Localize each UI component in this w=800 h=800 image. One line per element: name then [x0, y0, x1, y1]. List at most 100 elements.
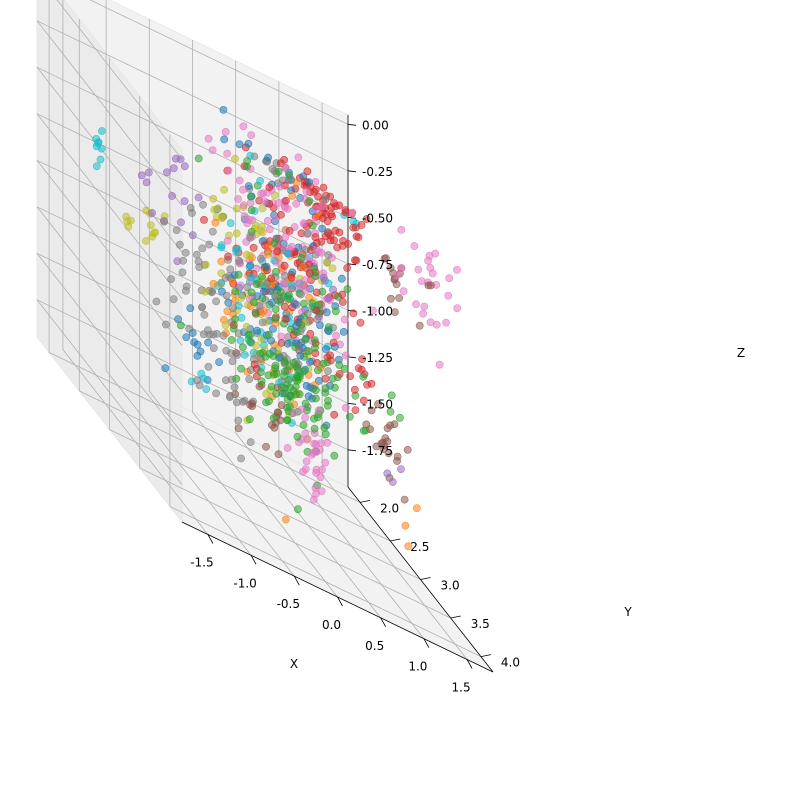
- data-point-series-4: [303, 167, 312, 176]
- data-point-series-6: [426, 281, 435, 290]
- data-point-series-6: [262, 442, 270, 451]
- data-point-series-2: [265, 243, 274, 251]
- data-point-series-4: [321, 374, 330, 383]
- data-point-series-10: [237, 313, 246, 322]
- data-point-series-3: [310, 424, 319, 433]
- data-point-series-4: [338, 298, 347, 306]
- data-point-series-1: [217, 287, 226, 296]
- data-point-series-7: [208, 146, 217, 154]
- data-point-series-3: [299, 421, 308, 429]
- z-gridline: [56, 0, 183, 160]
- data-point-series-3: [256, 368, 265, 376]
- data-point-series-5: [188, 231, 197, 240]
- data-point-series-10: [246, 273, 255, 282]
- data-point-series-3: [359, 426, 368, 435]
- data-point-series-6: [372, 442, 381, 451]
- data-point-series-1: [182, 333, 191, 342]
- x-tick: [293, 575, 300, 586]
- data-point-series-4: [341, 206, 350, 215]
- data-point-series-4: [280, 302, 289, 311]
- x-axis-label: X: [290, 657, 298, 671]
- data-point-series-8: [321, 195, 330, 204]
- data-point-series-4: [273, 247, 282, 256]
- data-point-series-3: [299, 367, 308, 376]
- x-tick-label: 1.5: [452, 681, 471, 695]
- data-point-series-7: [321, 458, 330, 467]
- data-point-series-9: [201, 260, 210, 269]
- data-point-series-7: [312, 468, 321, 477]
- data-point-series-1: [204, 338, 212, 347]
- data-point-series-7: [302, 187, 311, 196]
- data-point-series-8: [204, 362, 213, 371]
- data-point-series-9: [246, 251, 255, 260]
- data-point-series-3: [276, 297, 284, 306]
- data-point-series-4: [249, 243, 258, 252]
- y-gridline: [48, 352, 361, 503]
- data-point-series-1: [161, 364, 170, 373]
- data-point-series-7: [318, 202, 327, 211]
- data-point-series-8: [296, 290, 305, 299]
- data-point-series-8: [212, 329, 221, 338]
- data-point-series-7: [312, 489, 320, 498]
- data-point-series-3: [264, 330, 273, 339]
- y-tick-label: 3.5: [471, 617, 490, 631]
- z-gridline: [36, 67, 183, 253]
- data-point-series-7: [303, 435, 311, 444]
- data-point-series-8: [246, 233, 254, 242]
- data-point-series-5: [180, 162, 189, 171]
- data-point-series-8: [225, 393, 234, 401]
- data-point-series-9: [262, 390, 271, 398]
- data-point-series-1: [219, 106, 228, 114]
- data-point-series-3: [279, 292, 288, 300]
- data-point-series-6: [383, 437, 392, 446]
- data-point-series-9: [201, 287, 210, 296]
- data-point-series-7: [414, 265, 423, 274]
- data-point-series-10: [226, 219, 235, 227]
- data-point-series-7: [393, 271, 402, 280]
- y-gridline: [109, 429, 421, 580]
- z-tick: [347, 123, 357, 126]
- data-point-series-4: [312, 306, 321, 315]
- data-point-series-8: [152, 297, 161, 306]
- z-gridline: [36, 299, 183, 486]
- data-point-series-9: [252, 341, 261, 350]
- data-point-series-6: [274, 450, 283, 459]
- data-point-series-7: [276, 182, 284, 191]
- z-tick: [347, 263, 357, 266]
- data-point-series-4: [319, 183, 328, 192]
- data-point-series-9: [231, 154, 239, 163]
- data-point-series-8: [172, 226, 181, 234]
- data-point-series-9: [328, 264, 337, 273]
- data-point-series-7: [292, 199, 301, 208]
- data-point-series-3: [308, 299, 317, 308]
- z-tick-label: -1.00: [362, 304, 393, 318]
- data-point-series-4: [357, 221, 366, 229]
- data-point-series-1: [262, 262, 271, 271]
- data-point-series-6: [386, 421, 395, 430]
- data-point-series-3: [323, 401, 332, 410]
- axis-lines: [181, 115, 494, 673]
- y-tick-label: 2.5: [410, 540, 429, 554]
- data-point-series-9: [126, 216, 135, 225]
- data-point-series-8: [324, 251, 333, 259]
- data-point-series-7: [431, 249, 440, 258]
- data-point-series-7: [263, 216, 272, 225]
- data-point-series-7: [247, 131, 256, 139]
- data-point-series-4: [359, 396, 368, 405]
- data-point-series-3: [231, 315, 239, 323]
- data-point-series-9: [257, 334, 266, 343]
- data-point-series-1: [294, 243, 303, 252]
- data-point-series-3: [280, 367, 289, 376]
- data-point-series-5: [180, 197, 189, 206]
- data-point-series-6: [403, 445, 412, 454]
- data-point-series-9: [209, 194, 218, 203]
- data-point-series-4: [357, 365, 366, 374]
- data-point-series-4: [351, 406, 360, 414]
- data-point-series-4: [335, 370, 344, 378]
- data-point-series-7: [314, 406, 323, 415]
- data-point-series-7: [426, 318, 435, 327]
- data-point-series-4: [338, 241, 347, 250]
- data-point-series-3: [343, 285, 352, 293]
- data-point-series-1: [283, 339, 292, 348]
- data-point-series-7: [419, 309, 427, 318]
